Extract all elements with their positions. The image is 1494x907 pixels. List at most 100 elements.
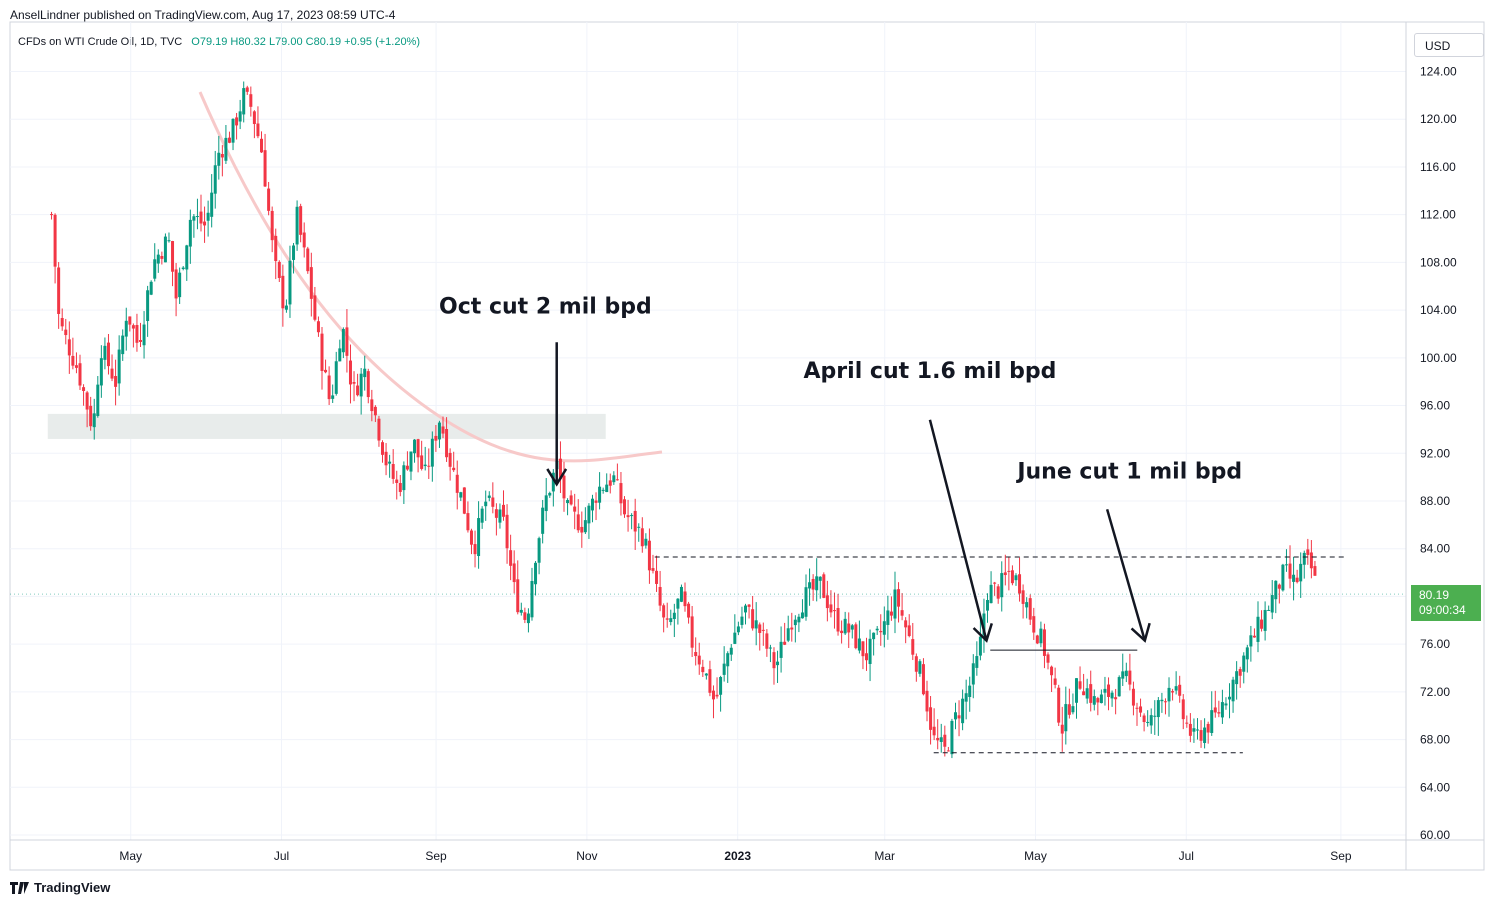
candle	[971, 654, 975, 699]
candle	[914, 653, 918, 682]
candle	[1263, 601, 1267, 641]
candle-body	[1057, 687, 1061, 723]
candle	[704, 673, 708, 680]
candle	[726, 651, 730, 683]
candle	[494, 503, 498, 536]
candle-body	[235, 117, 239, 126]
candle	[502, 490, 506, 521]
candle-body	[679, 586, 683, 602]
symbol-legend[interactable]: CFDs on WTI Crude Oil, 1D, TVC O79.19 H8…	[18, 36, 420, 48]
candle	[462, 487, 466, 515]
candle	[106, 334, 110, 375]
candle-body	[1252, 635, 1256, 638]
candle-body	[921, 664, 925, 695]
candle-body	[487, 495, 491, 498]
candle	[313, 286, 317, 322]
candle	[576, 499, 580, 533]
candle	[630, 513, 634, 530]
candle-body	[192, 216, 196, 221]
candle-body	[89, 405, 93, 427]
candle	[99, 345, 103, 398]
candle	[1167, 677, 1171, 717]
candle-body	[338, 348, 342, 362]
candle-body	[1000, 573, 1004, 598]
candle-body	[516, 579, 520, 613]
candle-body	[359, 373, 363, 397]
candle-body	[882, 621, 886, 635]
annotation-arrow-shaft	[1105, 508, 1147, 641]
candle-body	[163, 236, 167, 263]
candle-body	[121, 335, 125, 355]
candle-body	[398, 483, 402, 492]
candle	[192, 213, 196, 238]
candle	[210, 174, 214, 228]
candle-body	[437, 422, 441, 440]
candle-body	[711, 690, 715, 700]
candle	[1274, 580, 1278, 614]
candle-body	[242, 88, 246, 115]
candle-body	[252, 111, 256, 125]
candle	[1256, 601, 1260, 653]
candle	[911, 622, 915, 661]
candle-body	[708, 669, 712, 693]
candle	[936, 719, 940, 750]
candle	[505, 504, 509, 564]
candle-body	[363, 368, 367, 378]
candle	[1270, 580, 1274, 620]
candle	[889, 596, 893, 621]
candle-body	[1288, 563, 1292, 579]
candle-body	[1135, 707, 1139, 709]
candle-body	[512, 563, 516, 583]
candle	[1131, 681, 1135, 716]
candle-body	[822, 574, 826, 598]
candle	[295, 200, 299, 251]
candle-body	[1042, 629, 1046, 656]
candle	[534, 561, 538, 596]
candle	[1135, 702, 1139, 726]
candle	[1010, 565, 1014, 586]
candle	[551, 469, 555, 507]
y-tick-label: 96.00	[1420, 399, 1450, 413]
candle	[825, 580, 829, 622]
candle-body	[1281, 564, 1285, 591]
candle-body	[395, 479, 399, 483]
candle	[227, 131, 231, 144]
candle	[78, 354, 82, 390]
candle	[754, 602, 758, 646]
candle	[1313, 560, 1317, 576]
candle	[1028, 594, 1032, 625]
candle-body	[324, 369, 328, 373]
candle	[1299, 552, 1303, 598]
candle	[487, 491, 491, 502]
candle-body	[313, 295, 317, 320]
candle-body	[879, 631, 883, 633]
ohlc-values: O79.19 H80.32 L79.00 C80.19 +0.95 (+1.20…	[191, 36, 421, 48]
candle-body	[644, 538, 648, 546]
candle	[598, 472, 602, 510]
candle-body	[1010, 570, 1014, 584]
candle-body	[71, 355, 75, 366]
candle-body	[936, 737, 940, 741]
candle	[437, 420, 441, 448]
candle	[484, 490, 488, 521]
candle-body	[854, 624, 858, 649]
candle-body	[1053, 678, 1057, 685]
candle-body	[316, 321, 320, 333]
candle	[651, 554, 655, 574]
candle	[758, 622, 762, 651]
candle-body	[135, 325, 139, 343]
candle	[373, 405, 377, 423]
tradingview-logo[interactable]: TradingView	[10, 880, 110, 895]
currency-selector[interactable]: USD	[1414, 33, 1484, 57]
candle-body	[156, 254, 160, 264]
candle	[993, 581, 997, 596]
candle	[217, 135, 221, 180]
annotation-arrow-shaft	[928, 419, 988, 641]
candle-body	[484, 501, 488, 507]
candle-body	[875, 628, 879, 631]
candle-body	[1153, 715, 1157, 717]
candle-body	[263, 150, 267, 187]
candle-body	[1003, 572, 1007, 576]
y-tick-label: 72.00	[1420, 685, 1450, 699]
